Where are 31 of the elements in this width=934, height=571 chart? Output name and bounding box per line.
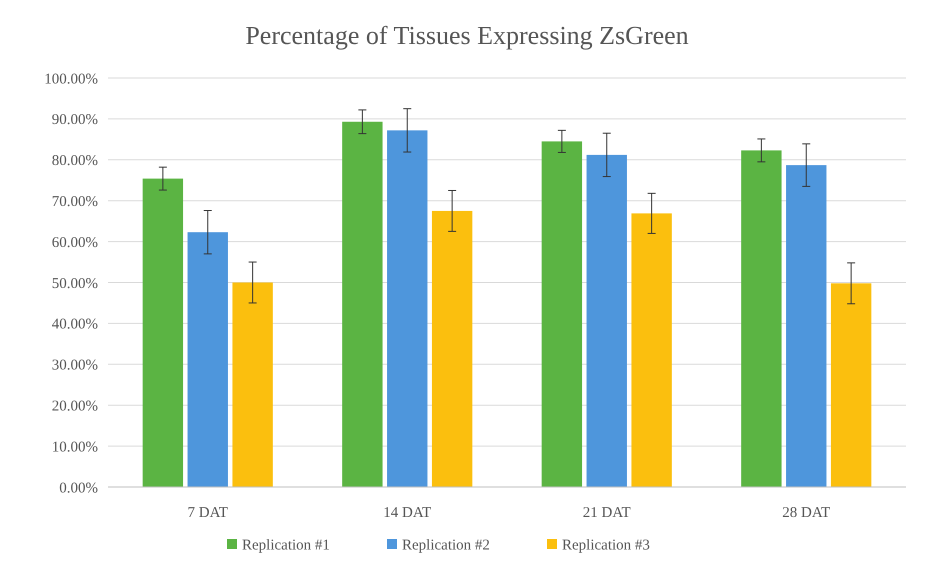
x-tick-label: 14 DAT <box>383 505 432 521</box>
chart-title: Percentage of Tissues Expressing ZsGreen <box>245 21 689 50</box>
bar <box>387 130 428 487</box>
y-tick-label: 30.00% <box>52 358 98 374</box>
bar <box>586 154 627 487</box>
bar <box>631 213 672 487</box>
bar <box>232 282 273 487</box>
y-tick-label: 20.00% <box>52 398 98 414</box>
y-tick-label: 50.00% <box>52 276 98 292</box>
y-tick-label: 100.00% <box>44 71 98 88</box>
bar <box>342 122 383 487</box>
bar <box>786 165 826 487</box>
x-tick-label: 21 DAT <box>582 505 631 521</box>
bar <box>142 178 184 487</box>
bar <box>741 150 782 487</box>
y-tick-label: 0.00% <box>59 480 98 496</box>
y-tick-label: 10.00% <box>52 439 98 456</box>
bar <box>188 232 228 487</box>
x-tick-label: 7 DAT <box>188 505 228 521</box>
y-tick-label: 90.00% <box>52 112 98 128</box>
x-tick-label: 28 DAT <box>782 505 830 521</box>
bar <box>830 283 872 487</box>
legend-label: Replication #2 <box>402 537 490 554</box>
legend-label: Replication #3 <box>562 537 650 554</box>
y-tick-label: 70.00% <box>52 194 98 210</box>
bar <box>432 210 472 487</box>
y-tick-label: 80.00% <box>52 153 98 170</box>
legend-label: Replication #1 <box>242 537 330 554</box>
y-tick-label: 40.00% <box>52 316 98 333</box>
bar <box>542 141 582 487</box>
y-tick-label: 60.00% <box>52 234 98 251</box>
